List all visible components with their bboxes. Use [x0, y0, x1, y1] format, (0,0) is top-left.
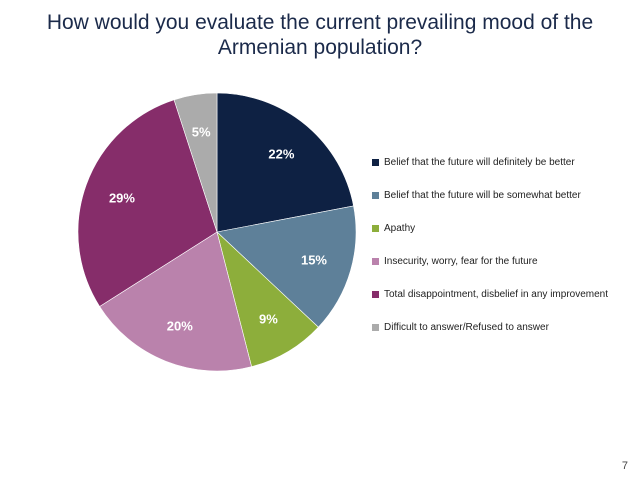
- legend-label-4: Insecurity, worry, fear for the future: [384, 256, 538, 267]
- legend-item-5: Total disappointment, disbelief in any i…: [372, 278, 608, 311]
- pie-slice-1: [216, 92, 354, 233]
- legend-label-1: Belief that the future will definitely b…: [384, 157, 575, 168]
- pie-slice-3: [216, 231, 319, 367]
- legend-item-4: Insecurity, worry, fear for the future: [372, 245, 608, 278]
- chart-title: How would you evaluate the current preva…: [20, 10, 620, 60]
- legend-item-2: Belief that the future will be somewhat …: [372, 179, 608, 212]
- legend-swatch-1: [372, 159, 379, 166]
- legend-label-5: Total disappointment, disbelief in any i…: [384, 289, 609, 300]
- chart-title-line-1: How would you evaluate the current preva…: [46, 11, 594, 34]
- legend-label-6: Difficult to answer/Refused to answer: [384, 322, 549, 333]
- legend-swatch-3: [372, 225, 379, 232]
- chart-title-line-2: Armenian population?: [217, 36, 423, 59]
- legend-swatch-4: [372, 258, 379, 265]
- legend-item-1: Belief that the future will definitely b…: [372, 146, 608, 179]
- legend-swatch-5: [372, 291, 379, 298]
- chart-legend: Belief that the future will definitely b…: [372, 146, 608, 344]
- legend-label-2: Belief that the future will be somewhat …: [384, 190, 581, 201]
- pie-label-1: 22%: [268, 147, 294, 162]
- pie-slice-4: [99, 231, 252, 372]
- pie-label-3: 9%: [259, 311, 278, 326]
- pie-slice-5: [77, 99, 218, 307]
- legend-label-3: Apathy: [384, 223, 416, 234]
- pie-slice-6: [173, 92, 218, 233]
- pie-slice-2: [216, 205, 357, 328]
- pie-label-4: 20%: [167, 318, 193, 333]
- pie-label-5: 29%: [109, 190, 135, 205]
- legend-swatch-6: [372, 324, 379, 331]
- page-number: 7: [621, 460, 628, 472]
- pie-label-2: 15%: [301, 253, 327, 268]
- legend-swatch-2: [372, 192, 379, 199]
- legend-item-6: Difficult to answer/Refused to answer: [372, 311, 608, 344]
- legend-item-3: Apathy: [372, 212, 608, 245]
- pie-label-6: 5%: [192, 125, 211, 140]
